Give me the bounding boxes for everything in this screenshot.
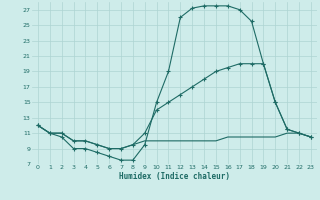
X-axis label: Humidex (Indice chaleur): Humidex (Indice chaleur) bbox=[119, 172, 230, 181]
